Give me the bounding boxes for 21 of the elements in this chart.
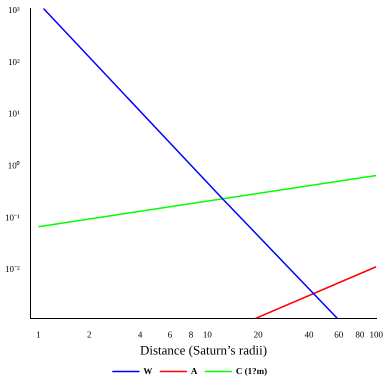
x-tick-label: 8	[188, 329, 194, 340]
x-tick-label: 100	[370, 329, 384, 340]
y-tick-label: 10⁻²	[4, 264, 20, 274]
x-tick-label: 20	[254, 329, 264, 340]
y-tick-label: 10³	[8, 4, 20, 15]
legend-label: C (1?m)	[236, 366, 268, 376]
x-axis-title: Distance (Saturn’s radii)	[140, 342, 268, 358]
x-tick-label: 6	[168, 329, 173, 340]
x-tick-label: 10	[202, 329, 212, 340]
x-tick-label: 2	[87, 329, 92, 340]
y-tick-label: 10¹	[8, 108, 20, 119]
y-tick-label: 10⁰	[8, 160, 20, 171]
x-tick-label: 80	[355, 329, 365, 340]
x-tick-label: 4	[138, 329, 143, 340]
y-tick-label: 10⁻¹	[4, 212, 20, 222]
legend-label: W	[143, 366, 152, 376]
x-tick-label: 40	[304, 329, 314, 340]
x-tick-label: 60	[334, 329, 344, 340]
x-tick-label: 1	[36, 329, 41, 340]
y-tick-label: 10²	[8, 56, 20, 67]
legend-label: A	[190, 366, 198, 376]
